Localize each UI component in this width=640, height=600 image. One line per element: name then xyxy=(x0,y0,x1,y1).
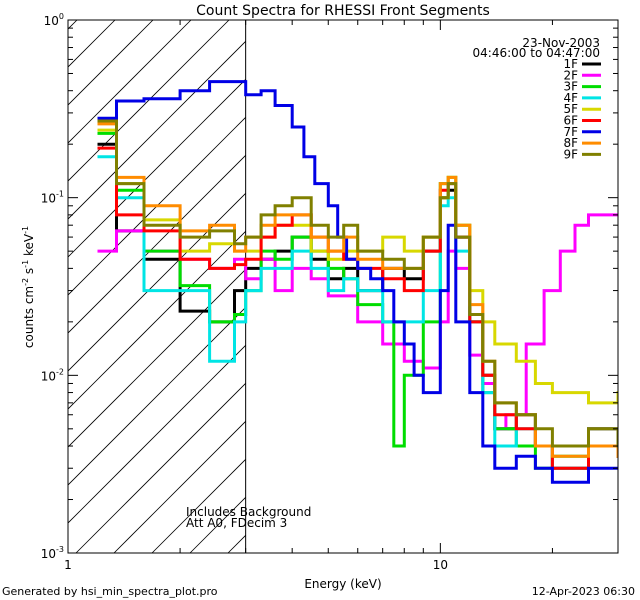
x-tick-label: 1 xyxy=(64,558,72,572)
plot-frame xyxy=(67,19,619,554)
legend-label-7F: 7F xyxy=(563,125,578,139)
hatch-line xyxy=(68,20,230,182)
legend-label-6F: 6F xyxy=(563,114,578,128)
hatch-line xyxy=(418,20,640,553)
hatch-line xyxy=(68,116,246,296)
hatch-line xyxy=(68,154,246,334)
hatch-line xyxy=(75,382,246,553)
hatch-line xyxy=(380,20,640,553)
hatch-line xyxy=(68,306,246,486)
hatch-line xyxy=(266,20,640,553)
legend-label-8F: 8F xyxy=(563,136,578,150)
hatch-line xyxy=(227,534,246,553)
date-label: 23-Nov-2003 xyxy=(522,36,600,50)
footer-timestamp: 12-Apr-2023 06:30 xyxy=(532,585,635,598)
hatch-line xyxy=(68,192,246,372)
legend-label-3F: 3F xyxy=(563,80,578,94)
y-tick-label: 10-1 xyxy=(41,190,64,206)
series-group xyxy=(97,80,618,484)
y-axis-label: counts cm-2 s-1 keV-1 xyxy=(21,226,36,348)
hatch-line xyxy=(342,20,640,553)
legend-label-5F: 5F xyxy=(563,102,578,116)
y-tick-label: 10-2 xyxy=(41,367,64,383)
hatch-line xyxy=(68,20,78,30)
note-attenuator: Att A0, FDecim 3 xyxy=(186,516,287,530)
hatch-line xyxy=(608,20,640,553)
hatch-line xyxy=(151,458,246,553)
note-background: Includes Background xyxy=(186,505,311,519)
hatch-line xyxy=(68,268,246,448)
hatch-line xyxy=(68,20,192,144)
series-line-9F xyxy=(97,119,618,448)
hatch-line xyxy=(456,20,640,553)
x-axis-label: Energy (keV) xyxy=(304,577,381,591)
time-range-label: 04:46:00 to 04:47:00 xyxy=(473,46,600,60)
y-tick-label: 10-3 xyxy=(41,545,64,561)
series-line-4F xyxy=(97,155,618,470)
excluded-energy-region xyxy=(0,20,640,553)
hatch-line xyxy=(532,20,640,553)
x-tick-label: 10 xyxy=(433,558,448,572)
chart-title: Count Spectra for RHESSI Front Segments xyxy=(196,3,490,19)
hatch-line xyxy=(570,20,640,553)
hatch-line xyxy=(113,420,246,553)
series-line-1F xyxy=(97,142,618,470)
hatch-line xyxy=(68,40,246,220)
footer-generated-by: Generated by hsi_min_spectra_plot.pro xyxy=(2,585,218,598)
legend-label-1F: 1F xyxy=(563,57,578,71)
series-line-7F xyxy=(97,80,618,484)
legend-label-2F: 2F xyxy=(563,68,578,82)
axis-ticks: 11010010010-110-210-3 xyxy=(41,12,619,572)
hatch-line xyxy=(68,20,116,68)
legend-label-9F: 9F xyxy=(563,147,578,161)
y-tick-label: 100 xyxy=(44,12,64,28)
hatch-line xyxy=(68,78,246,258)
y-axis-label-group: counts cm-2 s-1 keV-1 xyxy=(21,226,36,348)
hatch-line xyxy=(0,20,1,553)
hatch-line xyxy=(68,344,246,524)
legend-label-4F: 4F xyxy=(563,91,578,105)
